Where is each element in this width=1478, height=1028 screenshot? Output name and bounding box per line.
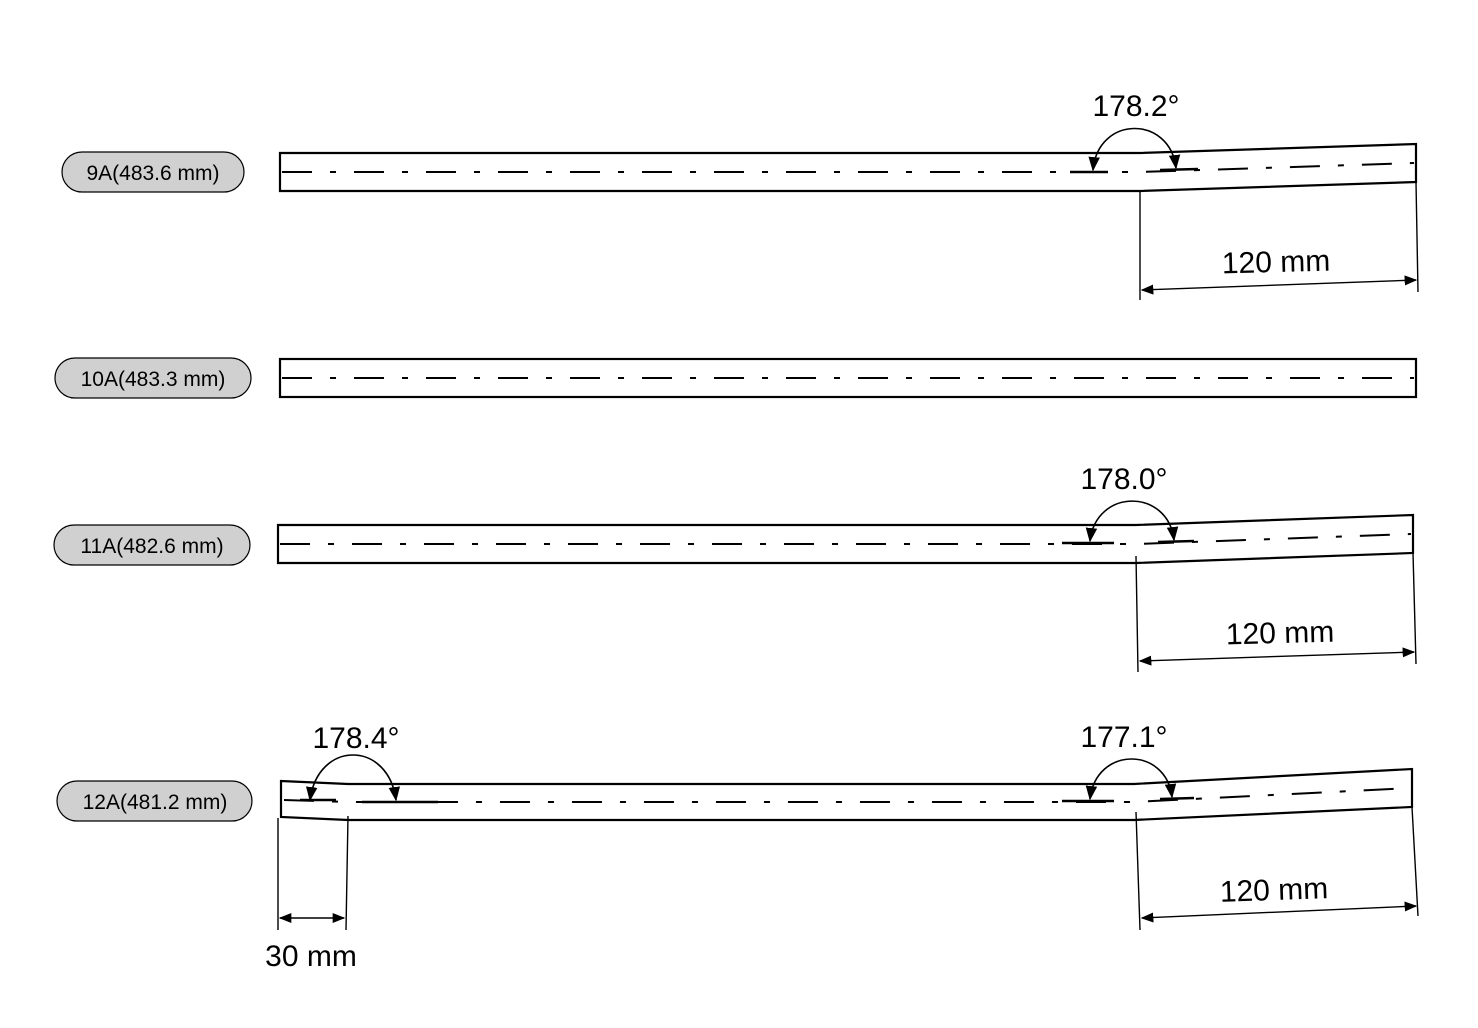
dimension-line [1140, 901, 1418, 923]
specimen-label-pill [53, 524, 251, 566]
beam-outline [279, 767, 1414, 822]
bend-angle-label: 177.1° [1080, 721, 1167, 754]
angle-reference-line [1159, 167, 1199, 172]
specimen-label: 11A(482.6 mm) [80, 535, 223, 558]
bend-angle-arc [1085, 758, 1177, 801]
extension-line [345, 815, 349, 931]
dimension-label: 120 mm [1225, 616, 1334, 652]
specimen-label: 9A(483.6 mm) [86, 162, 219, 185]
specimen-label-pill [61, 151, 245, 193]
beam-outline [276, 513, 1415, 565]
angle-reference-line [1159, 796, 1195, 801]
specimen-12a: 12A(481.2 mm) 178.4° 177.1° 30 mm 120 mm [56, 721, 1419, 973]
dimension-line [1138, 647, 1416, 666]
dimension-label: 120 mm [1219, 872, 1328, 909]
specimen-label: 12A(481.2 mm) [83, 791, 228, 814]
dimension-line [1140, 275, 1418, 295]
extension-line [1412, 552, 1417, 665]
specimen-10a: 10A(483.3 mm) [54, 357, 1418, 399]
bend-angle-arc [1088, 127, 1181, 172]
specimen-label-pill [56, 780, 253, 822]
extension-line [1135, 555, 1139, 673]
dimension-label: 120 mm [1221, 245, 1330, 281]
extension-line [1135, 811, 1141, 931]
beam-centerline [283, 787, 1411, 803]
angle-reference-line [1157, 539, 1195, 544]
bend-angle-label: 178.4° [312, 722, 399, 755]
specimen-label-pill [54, 357, 252, 399]
extension-line [1411, 806, 1419, 917]
specimen-label: 10A(483.3 mm) [81, 368, 226, 391]
specimen-11a: 11A(482.6 mm) 178.0° 120 mm [53, 463, 1417, 673]
specimen-9a: 9A(483.6 mm) 178.2° 120 mm [61, 90, 1419, 300]
dimension-label: 30 mm [265, 940, 357, 973]
beam-outline [278, 142, 1418, 193]
bend-angle-label: 178.0° [1080, 463, 1167, 496]
extension-line [1415, 181, 1419, 293]
bend-angle-label: 178.2° [1092, 90, 1179, 123]
bend-angle-arc [306, 754, 400, 802]
bend-angle-arc [1085, 500, 1179, 543]
